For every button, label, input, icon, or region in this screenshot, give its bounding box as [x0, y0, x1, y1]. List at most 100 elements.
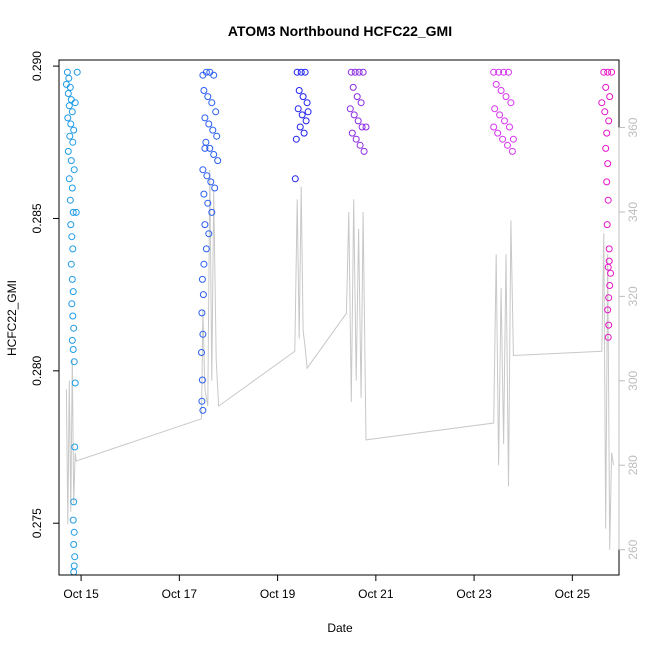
data-point	[201, 221, 209, 229]
data-point	[605, 117, 613, 125]
data-point	[362, 123, 370, 131]
data-point	[350, 111, 358, 119]
x-tick-label: Oct 23	[456, 587, 492, 601]
data-point	[347, 68, 355, 76]
data-point	[69, 312, 77, 320]
data-point	[198, 397, 206, 405]
data-point	[299, 93, 307, 101]
series-scatter-cluster-oct25	[598, 68, 616, 341]
data-point	[606, 93, 614, 101]
data-point	[70, 541, 78, 548]
data-point	[214, 157, 222, 165]
data-point	[605, 245, 613, 253]
data-point	[300, 129, 308, 137]
data-point	[607, 269, 615, 277]
y2-tick-label: 340	[626, 202, 640, 222]
y2-tick-label: 260	[626, 539, 640, 559]
data-point	[605, 321, 613, 329]
data-point	[352, 135, 360, 143]
data-point	[496, 111, 504, 119]
data-point	[349, 83, 357, 91]
data-point	[70, 166, 78, 174]
data-point	[204, 93, 212, 101]
data-point	[298, 111, 306, 119]
data-point	[205, 120, 213, 128]
y2-axis: 260 280 300 320 340 360	[618, 117, 640, 560]
data-point	[68, 300, 76, 308]
data-point	[70, 358, 78, 366]
data-point	[68, 184, 76, 192]
data-point	[71, 443, 79, 451]
data-point	[604, 196, 612, 204]
data-point	[64, 90, 72, 97]
data-point	[67, 120, 75, 128]
data-point	[71, 99, 79, 107]
data-point	[200, 87, 208, 94]
data-point	[67, 260, 75, 268]
data-point	[492, 80, 500, 88]
x-tick-label: Oct 17	[162, 587, 198, 601]
data-point	[601, 108, 609, 116]
data-point	[359, 68, 367, 76]
x-axis-label: Date	[327, 621, 353, 635]
data-point	[605, 294, 613, 302]
data-point	[211, 184, 219, 192]
data-point	[69, 245, 77, 253]
data-point	[295, 87, 303, 94]
data-point	[304, 108, 312, 116]
data-point	[296, 123, 304, 131]
data-point	[602, 144, 610, 152]
data-point	[203, 172, 211, 180]
data-point	[508, 147, 516, 155]
data-point	[210, 151, 218, 158]
data-point	[497, 87, 505, 94]
data-point	[605, 257, 613, 265]
data-point	[69, 288, 77, 296]
line-pressure-trace	[65, 169, 615, 550]
x-tick-label: Oct 25	[555, 587, 591, 601]
data-point	[201, 114, 209, 122]
data-point	[302, 117, 310, 125]
data-point	[68, 275, 76, 283]
data-point	[71, 553, 79, 561]
data-point	[357, 99, 365, 107]
data-point	[348, 129, 356, 137]
data-point	[199, 330, 207, 338]
data-point	[70, 324, 78, 332]
point-layer	[62, 68, 616, 576]
data-point	[600, 68, 608, 76]
data-point	[500, 68, 508, 76]
data-point	[490, 68, 498, 76]
data-point	[206, 144, 214, 152]
data-point	[198, 376, 206, 384]
data-point	[67, 157, 75, 165]
y-tick-label: 0.285	[30, 203, 44, 233]
data-point	[360, 147, 368, 155]
data-point	[346, 105, 354, 113]
data-point	[67, 221, 75, 229]
data-point	[504, 141, 511, 149]
data-point	[68, 336, 76, 344]
data-point	[199, 166, 207, 174]
data-point	[70, 126, 78, 134]
data-point	[202, 245, 210, 253]
data-point	[210, 71, 218, 79]
y-axis-label: HCFC22_GMI	[5, 280, 19, 356]
data-point	[507, 99, 515, 107]
data-point	[64, 114, 72, 122]
data-point	[198, 275, 206, 283]
x-tick-label: Oct 15	[63, 587, 99, 601]
data-point	[201, 144, 209, 152]
data-point	[62, 80, 70, 88]
data-point	[64, 147, 72, 155]
data-point	[73, 68, 81, 76]
data-point	[291, 175, 299, 183]
data-point	[65, 102, 73, 110]
data-point	[68, 233, 76, 241]
data-point	[490, 123, 498, 131]
data-point	[207, 178, 215, 186]
data-point	[494, 129, 502, 137]
data-point	[208, 208, 216, 216]
data-point	[602, 83, 610, 91]
data-point	[65, 74, 73, 82]
